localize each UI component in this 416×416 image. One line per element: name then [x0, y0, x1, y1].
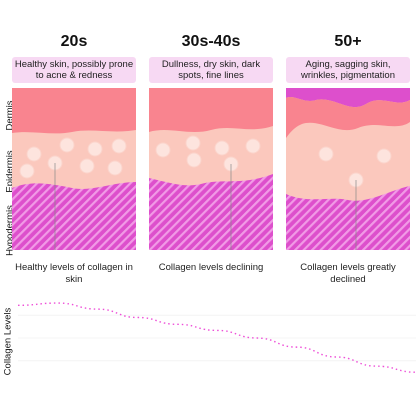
collagen-curve-chart	[18, 302, 416, 373]
chart-gridlines	[18, 314, 416, 362]
age-title-50plus: 50+	[334, 33, 362, 50]
description-30s-40s: Dullness, dry skin, dark spots, fine lin…	[149, 57, 273, 83]
collagen-note-20s: Healthy levels of collagen in skin	[15, 262, 133, 285]
skin-panel-50plus	[286, 88, 410, 250]
skin-panel-20s	[12, 88, 136, 250]
skin-panel-30s-40s	[149, 88, 273, 250]
collagen-note-30s-40s: Collagen levels declining	[158, 262, 264, 273]
chart-ylabel: Collagen Levels	[2, 307, 14, 376]
age-title-20s: 20s	[60, 33, 88, 50]
description-50plus: Aging, sagging skin, wrinkles, pigmentat…	[286, 57, 410, 83]
collagen-note-50plus: Collagen levels greatly declined	[300, 262, 396, 285]
age-title-30s-40s: 30s-40s	[181, 33, 241, 50]
description-20s: Healthy skin, possibly prone to acne & r…	[12, 57, 136, 83]
